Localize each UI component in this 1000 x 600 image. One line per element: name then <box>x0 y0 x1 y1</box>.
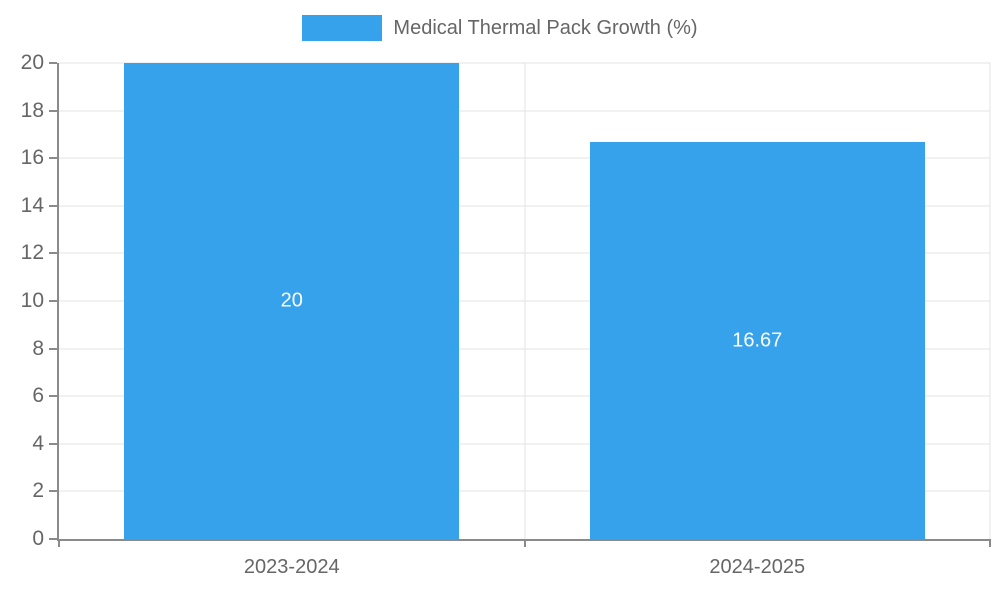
y-axis-tick <box>49 347 57 350</box>
y-axis-tick <box>49 109 57 112</box>
y-tick-label: 0 <box>32 527 44 550</box>
x-gridline <box>524 63 525 539</box>
y-axis-tick <box>49 395 57 398</box>
y-axis-tick <box>49 300 57 302</box>
y-axis-tick <box>49 252 57 255</box>
bar-value-label: 20 <box>280 289 303 312</box>
y-tick-label: 20 <box>20 51 44 74</box>
y-axis-tick <box>49 204 57 207</box>
y-axis-tick <box>49 538 57 540</box>
y-axis-tick <box>49 157 57 160</box>
x-axis-tick <box>523 539 526 547</box>
x-axis-tick <box>989 539 991 547</box>
y-axis-tick <box>49 490 57 493</box>
y-tick-label: 10 <box>20 289 44 312</box>
y-tick-label: 16 <box>20 146 44 170</box>
bar[interactable] <box>124 63 460 539</box>
y-tick-label: 4 <box>32 431 44 455</box>
y-axis-tick <box>49 62 57 64</box>
y-tick-label: 14 <box>20 193 44 217</box>
y-tick-label: 6 <box>32 384 44 408</box>
chart-legend[interactable]: Medical Thermal Pack Growth (%) <box>0 15 1000 41</box>
y-tick-label: 18 <box>20 98 44 122</box>
x-tick-label: 2024-2025 <box>709 556 806 578</box>
x-gridline <box>989 63 991 539</box>
y-tick-label: 8 <box>32 336 44 360</box>
y-axis-tick <box>49 442 57 445</box>
y-tick-label: 2 <box>32 479 44 503</box>
x-axis-tick <box>58 539 60 547</box>
y-tick-label: 12 <box>20 241 44 265</box>
bar[interactable] <box>589 142 925 539</box>
legend-label: Medical Thermal Pack Growth (%) <box>393 16 698 39</box>
legend-color-swatch <box>302 15 383 41</box>
bar-value-label: 16.67 <box>732 329 783 352</box>
plot-area: 0 2 4 6 8 10 12 14 16 18 20 2023-2024 2024-2025 20 16.… <box>21 51 991 578</box>
x-tick-label: 2023-2024 <box>243 556 340 578</box>
